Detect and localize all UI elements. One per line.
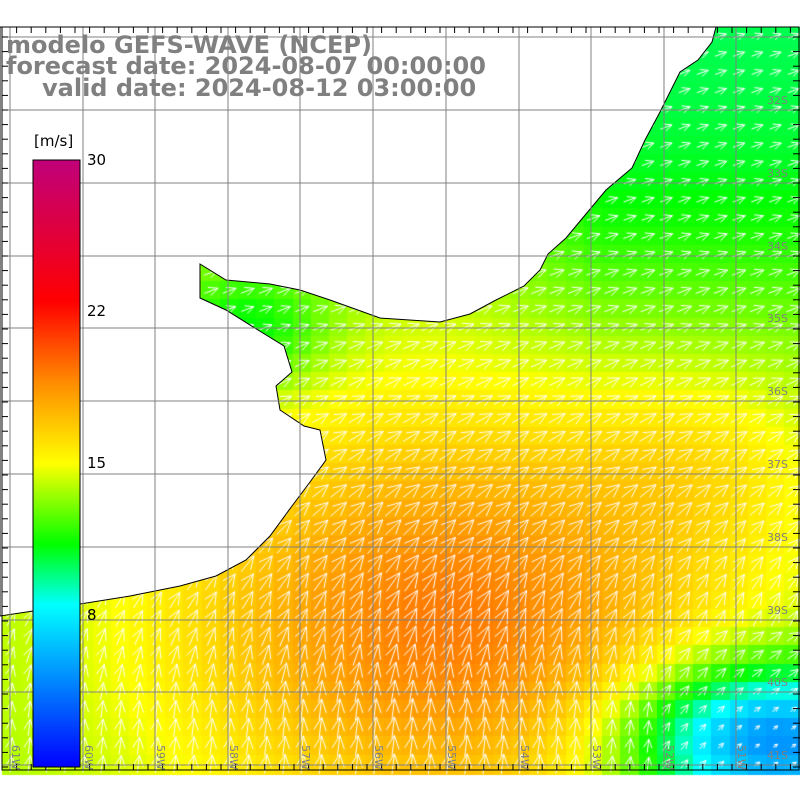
lat-label: 32S: [767, 94, 788, 107]
lon-label: 56W: [372, 745, 385, 770]
lat-label: 36S: [767, 385, 788, 398]
title-model: modelo GEFS-WAVE (NCEP): [6, 31, 372, 59]
land-mass: [0, 26, 717, 617]
colorbar-tick-30: 30: [87, 151, 107, 169]
lon-label: 51W: [735, 745, 748, 770]
lon-label: 60W: [82, 745, 95, 770]
lon-label: 55W: [445, 745, 458, 770]
longitude-labels: 61W 60W 59W 58W 57W 56W 55W 54W 53W 52W 51W: [9, 745, 748, 770]
colorbar-tick-15: 15: [87, 454, 107, 472]
lon-label: 57W: [299, 745, 312, 770]
lat-label: 33S: [767, 167, 788, 180]
lon-label: 54W: [518, 745, 531, 770]
lat-label: 40S: [767, 676, 788, 689]
lon-label: 61W: [9, 745, 22, 770]
lon-label: 59W: [154, 745, 167, 770]
map-frame: [1, 26, 800, 771]
lat-label: 38S: [767, 531, 788, 544]
title-forecast-date: forecast date: 2024-08-07 00:00:00: [6, 52, 486, 80]
lon-label: 58W: [227, 745, 240, 770]
lat-label: 34S: [767, 240, 788, 253]
colorbar-unit: [m/s]: [34, 132, 74, 150]
lon-label: 52W: [663, 745, 676, 770]
lat-label: 37S: [767, 458, 788, 471]
lat-label: 35S: [767, 312, 788, 325]
title-valid-date: valid date: 2024-08-12 03:00:00: [42, 74, 477, 102]
lon-label: 53W: [590, 745, 603, 770]
latitude-labels: 32S 33S 34S 35S 36S 37S 38S 39S 40S 41S: [767, 94, 788, 762]
colorbar-tick-8: 8: [87, 606, 97, 624]
lat-label: 39S: [767, 604, 788, 617]
colorbar: [32, 159, 81, 768]
lat-label: 41S: [767, 749, 788, 762]
graticule: [1, 27, 800, 770]
colorbar-tick-22: 22: [87, 302, 107, 320]
